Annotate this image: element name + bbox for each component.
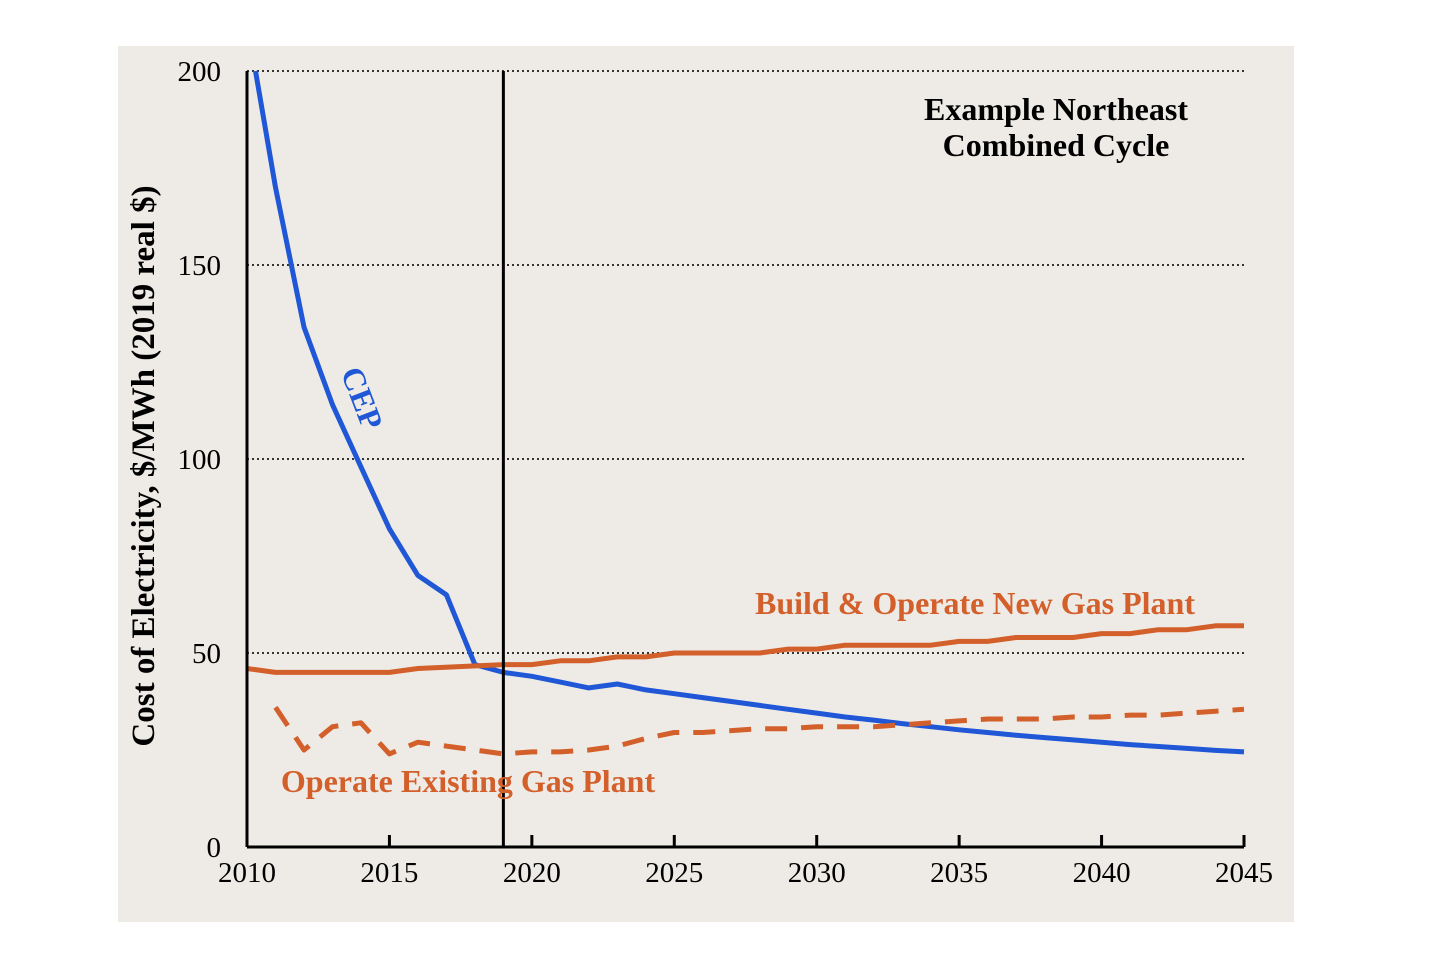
y-tick-label-50: 50: [192, 638, 221, 670]
axes: [245, 71, 1246, 849]
y-tick-label-200: 200: [178, 56, 222, 88]
new-gas-line: [246, 623, 1244, 675]
x-tick-label-2025: 2025: [645, 857, 703, 889]
tick-labels: 0 50 100 150 200 2010 2015 2020 2025 2030 2035 2040…: [178, 56, 1274, 889]
x-tick-label-2010: 2010: [218, 857, 276, 889]
gridlines: [247, 70, 1244, 654]
x-tick-label-2030: 2030: [788, 857, 846, 889]
chart-title-line-1: Example Northeast: [924, 91, 1188, 127]
y-tick-label-100: 100: [178, 444, 222, 476]
series-layer: [246, 70, 1245, 757]
chart-panel: [118, 46, 1294, 922]
x-tick-label-2015: 2015: [360, 857, 418, 889]
chart-title-line-2: Combined Cycle: [943, 127, 1170, 163]
x-tick-label-2040: 2040: [1073, 857, 1131, 889]
x-tick-label-2020: 2020: [503, 857, 561, 889]
new-gas-series-label: Build & Operate New Gas Plant: [755, 585, 1195, 621]
y-axis-label: Cost of Electricity, $/MWh (2019 real $): [126, 185, 162, 746]
y-tick-label-0: 0: [207, 832, 222, 864]
x-tick-label-2035: 2035: [930, 857, 988, 889]
cep-line: [253, 70, 1245, 755]
y-tick-label-150: 150: [178, 250, 222, 282]
x-tick-label-2045: 2045: [1215, 857, 1273, 889]
existing-gas-line: [273, 705, 1245, 757]
existing-gas-series-label: Operate Existing Gas Plant: [281, 763, 656, 799]
